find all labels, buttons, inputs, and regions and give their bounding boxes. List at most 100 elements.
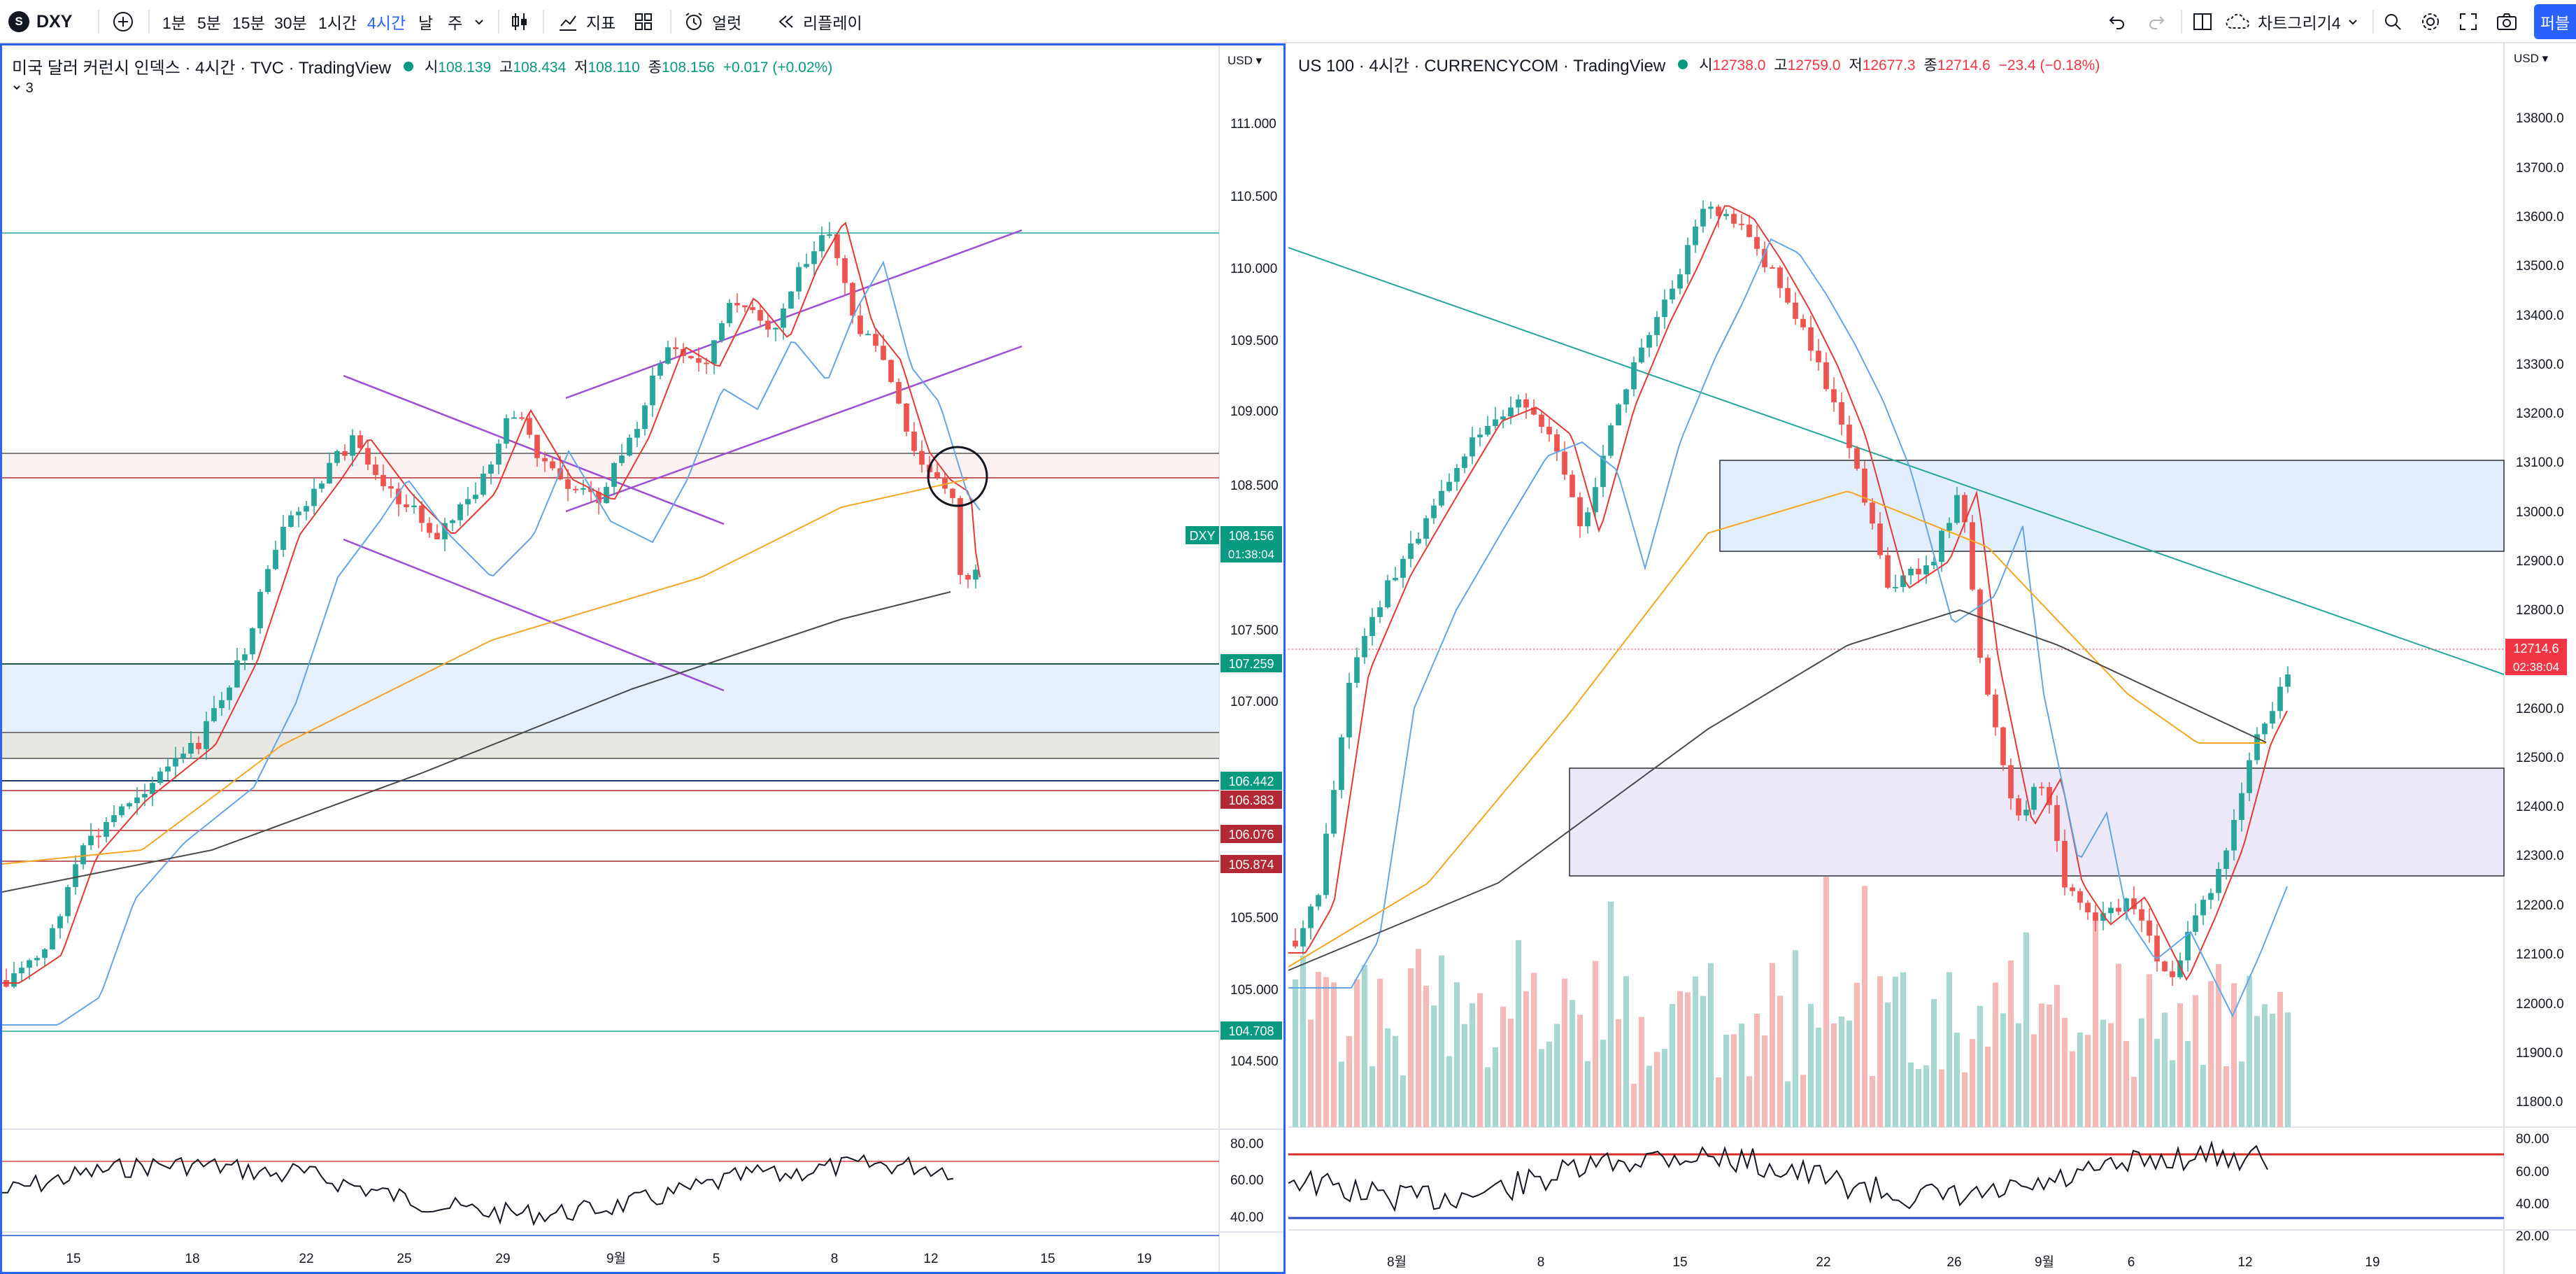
layout-name-button[interactable]: 차트그리기4 (2224, 0, 2359, 43)
templates-button[interactable] (634, 0, 653, 43)
dxy-candle (388, 486, 394, 489)
dxy-date-tick: 22 (299, 1252, 313, 1266)
dxy-price-tick: 104.500 (1230, 1054, 1279, 1069)
dxy-candle (257, 592, 263, 629)
fullscreen-button[interactable] (2458, 0, 2479, 43)
alerts-label: 얼럿 (712, 14, 742, 32)
us100-candle (1900, 575, 1906, 588)
dxy-candle (827, 234, 832, 236)
dxy-candle (211, 708, 217, 721)
us100-currency-selector[interactable]: USD ▾ (2514, 52, 2549, 65)
us100-candle (2262, 723, 2268, 735)
us100-volume-bar (1877, 976, 1883, 1127)
dxy-candle (734, 303, 740, 306)
interval-1m[interactable]: 1분 (162, 14, 186, 32)
dxy-candle (865, 334, 871, 336)
us100-volume-bar (2223, 1066, 2229, 1127)
us100-volume-bar (2185, 1041, 2191, 1127)
dxy-chart-title[interactable]: 미국 달러 커런시 인덱스 · 4시간 · TVC · TradingView (12, 59, 391, 78)
interval-week[interactable]: 주 (448, 14, 463, 32)
us100-volume-bar (1962, 1072, 1967, 1127)
search-button[interactable] (2382, 0, 2403, 43)
dxy-candle (711, 340, 717, 364)
interval-dropdown[interactable] (473, 0, 485, 43)
us100-candle (1923, 565, 1929, 574)
publish-button[interactable]: 퍼블 (2534, 4, 2576, 39)
interval-5m[interactable]: 5분 (197, 14, 221, 32)
interval-day[interactable]: 날 (418, 14, 434, 32)
dxy-currency-selector[interactable]: USD ▾ (1227, 54, 1262, 67)
dxy-candle (873, 334, 878, 346)
dxy-change: +0.017 (+0.02%) (723, 59, 833, 76)
us100-volume-bar (1577, 1014, 1583, 1127)
dxy-candle (973, 569, 979, 580)
indicators-button[interactable]: 지표 (557, 0, 615, 43)
dxy-candle (488, 464, 494, 474)
us100-volume-bar (2147, 974, 2152, 1127)
us100-price-tick: 13600.0 (2516, 210, 2564, 225)
market-status-dot-icon (1678, 59, 1688, 69)
us100-candle (1785, 288, 1791, 303)
dxy-candle (719, 323, 725, 341)
us100-volume-bar (2254, 1016, 2260, 1127)
dxy-candle (265, 569, 271, 593)
us100-candle (1339, 737, 1344, 791)
us100-chart-canvas[interactable]: 13800.0 13700.0 13600.0 13500.0 13400.0 13300… (1288, 43, 2576, 1274)
dxy-price-badge-symbol-tag (1186, 526, 1219, 544)
alerts-button[interactable]: 얼럿 (683, 0, 741, 43)
us100-candle (1677, 274, 1683, 289)
chart-type-button[interactable] (509, 0, 530, 43)
rewind-icon (778, 15, 793, 28)
dxy-chart-canvas[interactable]: 111.000 110.500 110.000 109.500 109.000 108.5… (2, 45, 1283, 1272)
layout-select-button[interactable] (2192, 0, 2213, 43)
dxy-candle (273, 549, 278, 569)
undo-button[interactable] (2107, 0, 2128, 43)
us100-candle (2062, 840, 2068, 888)
dxy-date-tick: 18 (185, 1252, 199, 1266)
dxy-candle (557, 468, 563, 480)
dxy-price-badge (1221, 825, 1282, 843)
compare-add-symbol-button[interactable] (112, 0, 134, 43)
us100-volume-bar (2116, 963, 2121, 1127)
us100-volume-bar (1408, 968, 1414, 1127)
us100-candle (2016, 798, 2021, 816)
replay-button[interactable]: 리플레이 (776, 0, 862, 43)
dxy-candle (465, 499, 471, 504)
us100-chart-title[interactable]: US 100 · 4시간 · CURRENCYCOM · TradingView (1298, 57, 1666, 76)
dxy-candle (450, 520, 455, 523)
us100-date-tick: 8월 (1387, 1254, 1407, 1270)
settings-button[interactable] (2420, 0, 2441, 43)
us100-candle (1408, 543, 1414, 559)
us100-candle (1716, 206, 1721, 216)
us100-candle (2147, 920, 2152, 936)
interval-4h[interactable]: 4시간 (367, 14, 406, 32)
dxy-candle (188, 742, 194, 754)
us100-candle (1508, 407, 1514, 417)
dxy-candle (57, 916, 63, 928)
us100-candle (2216, 869, 2221, 893)
us100-volume-bar (2177, 1003, 2183, 1127)
dxy-candle (950, 488, 955, 498)
redo-button[interactable] (2146, 0, 2167, 43)
dxy-candle (227, 687, 232, 700)
interval-30m[interactable]: 30분 (274, 14, 307, 32)
snapshot-button[interactable] (2496, 0, 2518, 43)
dxy-candle (596, 492, 602, 504)
us100-candle (2208, 893, 2214, 900)
dxy-price-tick: 111.000 (1230, 117, 1276, 132)
dxy-candle (157, 771, 163, 784)
us100-candle (2193, 915, 2198, 932)
dxy-candle (327, 462, 332, 484)
interval-1h[interactable]: 1시간 (318, 14, 357, 32)
us100-candle (1523, 399, 1529, 408)
dxy-candle (319, 483, 325, 489)
us100-volume-bar (1770, 963, 1775, 1127)
dxy-chart-pane[interactable]: 111.000 110.500 110.000 109.500 109.000 108.5… (0, 43, 1286, 1274)
us100-candle (2239, 793, 2244, 820)
us100-candle (1385, 580, 1390, 608)
symbol-search-button[interactable]: S DXY (8, 0, 72, 43)
us100-chart-pane[interactable]: 13800.0 13700.0 13600.0 13500.0 13400.0 13300… (1288, 43, 2576, 1274)
interval-15m[interactable]: 15분 (232, 14, 265, 32)
indicator-collapse-toggle[interactable]: 3 (12, 80, 34, 97)
us100-candle (2139, 909, 2144, 921)
